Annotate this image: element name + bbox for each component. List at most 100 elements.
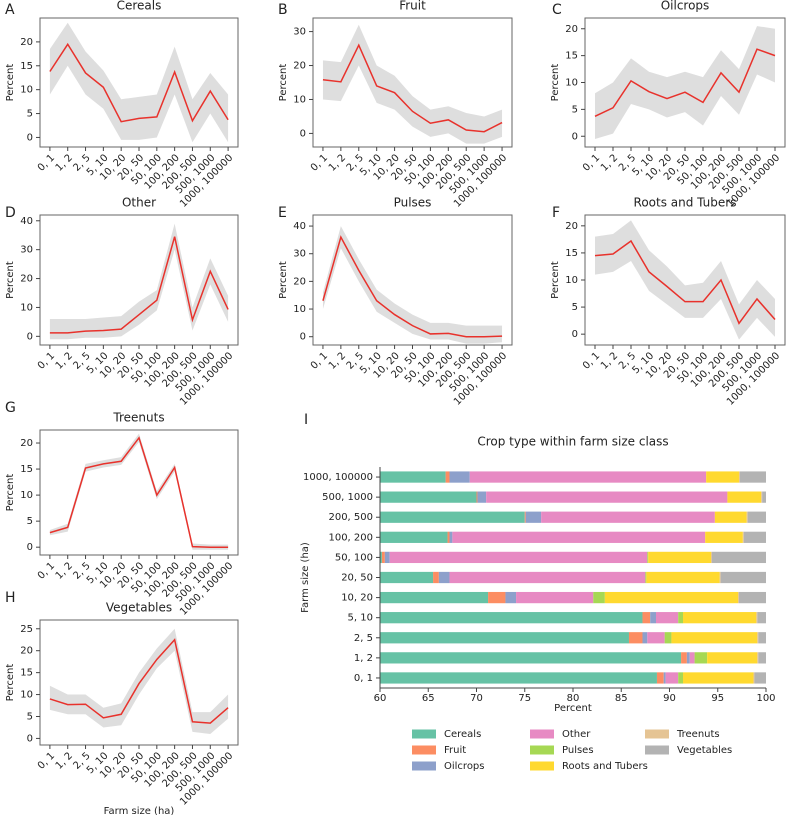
confidence-band bbox=[49, 433, 229, 550]
bar-segment bbox=[746, 511, 748, 523]
y-axis-label: Farm size (ha) bbox=[300, 542, 311, 613]
bar-segment bbox=[645, 571, 647, 584]
x-tick-label: 1, 2 bbox=[599, 152, 620, 173]
y-tick-label: 5 bbox=[572, 104, 578, 115]
bar-segment bbox=[476, 491, 478, 503]
confidence-band bbox=[595, 220, 775, 340]
bar-segment bbox=[593, 591, 605, 604]
y-tick-label: 1, 2 bbox=[354, 653, 373, 664]
y-tick-label: 20 bbox=[293, 276, 306, 287]
y-tick-label: 5, 10 bbox=[348, 613, 373, 624]
panel-letter: I bbox=[304, 412, 308, 428]
x-tick-label: 0, 1 bbox=[581, 152, 602, 173]
y-tick-label: 0 bbox=[27, 132, 33, 143]
bar-segment bbox=[647, 632, 665, 644]
chart-title: Pulses bbox=[394, 196, 432, 210]
bar-segment bbox=[381, 551, 385, 564]
bar-segment bbox=[671, 632, 758, 644]
y-tick-label: 15 bbox=[20, 61, 33, 72]
legend-swatch bbox=[645, 745, 669, 755]
legend-label: Vegetables bbox=[677, 745, 732, 756]
bar-segment bbox=[449, 571, 646, 584]
confidence-band bbox=[49, 22, 229, 143]
legend-label: Cereals bbox=[444, 729, 481, 740]
y-tick-label: 10 bbox=[20, 490, 33, 501]
bar-segment bbox=[753, 672, 755, 684]
bar-segment bbox=[525, 511, 542, 523]
y-tick-label: 20 bbox=[20, 646, 33, 657]
y-tick-label: 15 bbox=[565, 248, 578, 259]
y-tick-label: 1000, 100000 bbox=[303, 472, 373, 483]
plot-frame bbox=[39, 429, 239, 556]
bar-segment bbox=[380, 612, 643, 624]
bar-segment bbox=[469, 471, 707, 483]
bar-segment bbox=[642, 632, 648, 644]
bar-segment bbox=[650, 612, 656, 624]
y-tick-label: 15 bbox=[20, 668, 33, 679]
x-tick-label: 0, 1 bbox=[309, 350, 330, 371]
y-tick-label: 5 bbox=[27, 516, 33, 527]
bar-segment bbox=[757, 652, 759, 664]
panel-letter: A bbox=[5, 2, 15, 18]
y-tick-label: 2, 5 bbox=[354, 633, 373, 644]
bar-segment bbox=[380, 531, 448, 543]
x-tick-label: 65 bbox=[422, 693, 435, 704]
x-axis-label: Percent bbox=[554, 703, 592, 714]
bar-segment bbox=[646, 571, 720, 584]
panel-letter: D bbox=[5, 205, 16, 221]
bar-segment bbox=[449, 531, 453, 543]
y-tick-label: 100, 200 bbox=[328, 532, 373, 543]
y-tick-label: 200, 500 bbox=[328, 512, 373, 523]
x-tick-label: 85 bbox=[615, 693, 628, 704]
bar-segment bbox=[380, 652, 682, 664]
line bbox=[594, 48, 776, 118]
x-tick-label: 1, 2 bbox=[54, 152, 75, 173]
bar-segment bbox=[505, 591, 517, 604]
bar-segment bbox=[754, 672, 766, 684]
bar-segment bbox=[604, 591, 739, 604]
bar-segment bbox=[739, 471, 766, 483]
bar-segment bbox=[747, 511, 766, 523]
bar-segment bbox=[757, 612, 766, 624]
x-tick-label: 0, 1 bbox=[36, 750, 57, 771]
bar-segment bbox=[738, 591, 766, 604]
y-tick-label: 20 bbox=[565, 221, 578, 232]
legend-swatch bbox=[530, 729, 554, 739]
y-tick-label: 10, 20 bbox=[341, 593, 373, 604]
y-tick-label: 10 bbox=[293, 304, 306, 315]
y-tick-label: 10 bbox=[565, 275, 578, 286]
bar-segment bbox=[694, 652, 708, 664]
bar-segment bbox=[742, 531, 744, 543]
legend-swatch bbox=[530, 761, 554, 771]
y-tick-label: 15 bbox=[20, 464, 33, 475]
bar-segment bbox=[380, 551, 382, 564]
line bbox=[49, 638, 229, 724]
legend-label: Treenuts bbox=[676, 729, 720, 740]
bar-segment bbox=[683, 672, 754, 684]
bar-segment bbox=[380, 471, 446, 483]
x-tick-label: 0, 1 bbox=[581, 350, 602, 371]
y-axis-label: Percent bbox=[5, 64, 16, 102]
legend-label: Other bbox=[562, 729, 591, 740]
legend-swatch bbox=[412, 745, 436, 755]
bar-segment bbox=[656, 672, 664, 684]
x-axis-label: Farm size (ha) bbox=[104, 806, 175, 815]
y-axis-label: Percent bbox=[550, 261, 561, 299]
y-tick-label: 5 bbox=[27, 109, 33, 120]
y-tick-label: 50, 100 bbox=[335, 552, 373, 563]
x-tick-label: 1, 2 bbox=[327, 152, 348, 173]
bar-segment bbox=[445, 471, 450, 483]
bar-segment bbox=[756, 612, 758, 624]
y-tick-label: 20 bbox=[20, 274, 33, 285]
legend-swatch bbox=[530, 745, 554, 755]
y-tick-label: 0, 1 bbox=[354, 673, 373, 684]
bar-segment bbox=[447, 531, 450, 543]
bar-segment bbox=[516, 591, 594, 604]
y-axis-label: Percent bbox=[5, 664, 16, 702]
panel-letter: B bbox=[278, 2, 288, 18]
bar-segment bbox=[380, 672, 657, 684]
x-tick-label: 1, 2 bbox=[54, 350, 75, 371]
x-tick-label: 1, 2 bbox=[54, 750, 75, 771]
x-tick-label: 100 bbox=[756, 693, 775, 704]
bar-segment bbox=[452, 531, 706, 543]
